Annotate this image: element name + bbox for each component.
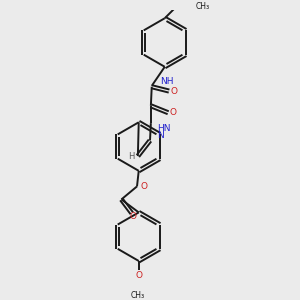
Text: O: O <box>135 271 142 280</box>
Text: O: O <box>140 182 147 191</box>
Text: CH₃: CH₃ <box>196 2 210 11</box>
Text: H: H <box>129 152 135 161</box>
Text: NH: NH <box>160 77 174 86</box>
Text: O: O <box>170 108 177 117</box>
Text: CH₃: CH₃ <box>131 291 145 300</box>
Text: O: O <box>129 212 136 221</box>
Text: HN: HN <box>157 124 170 133</box>
Text: O: O <box>171 87 178 96</box>
Text: N: N <box>157 131 164 140</box>
